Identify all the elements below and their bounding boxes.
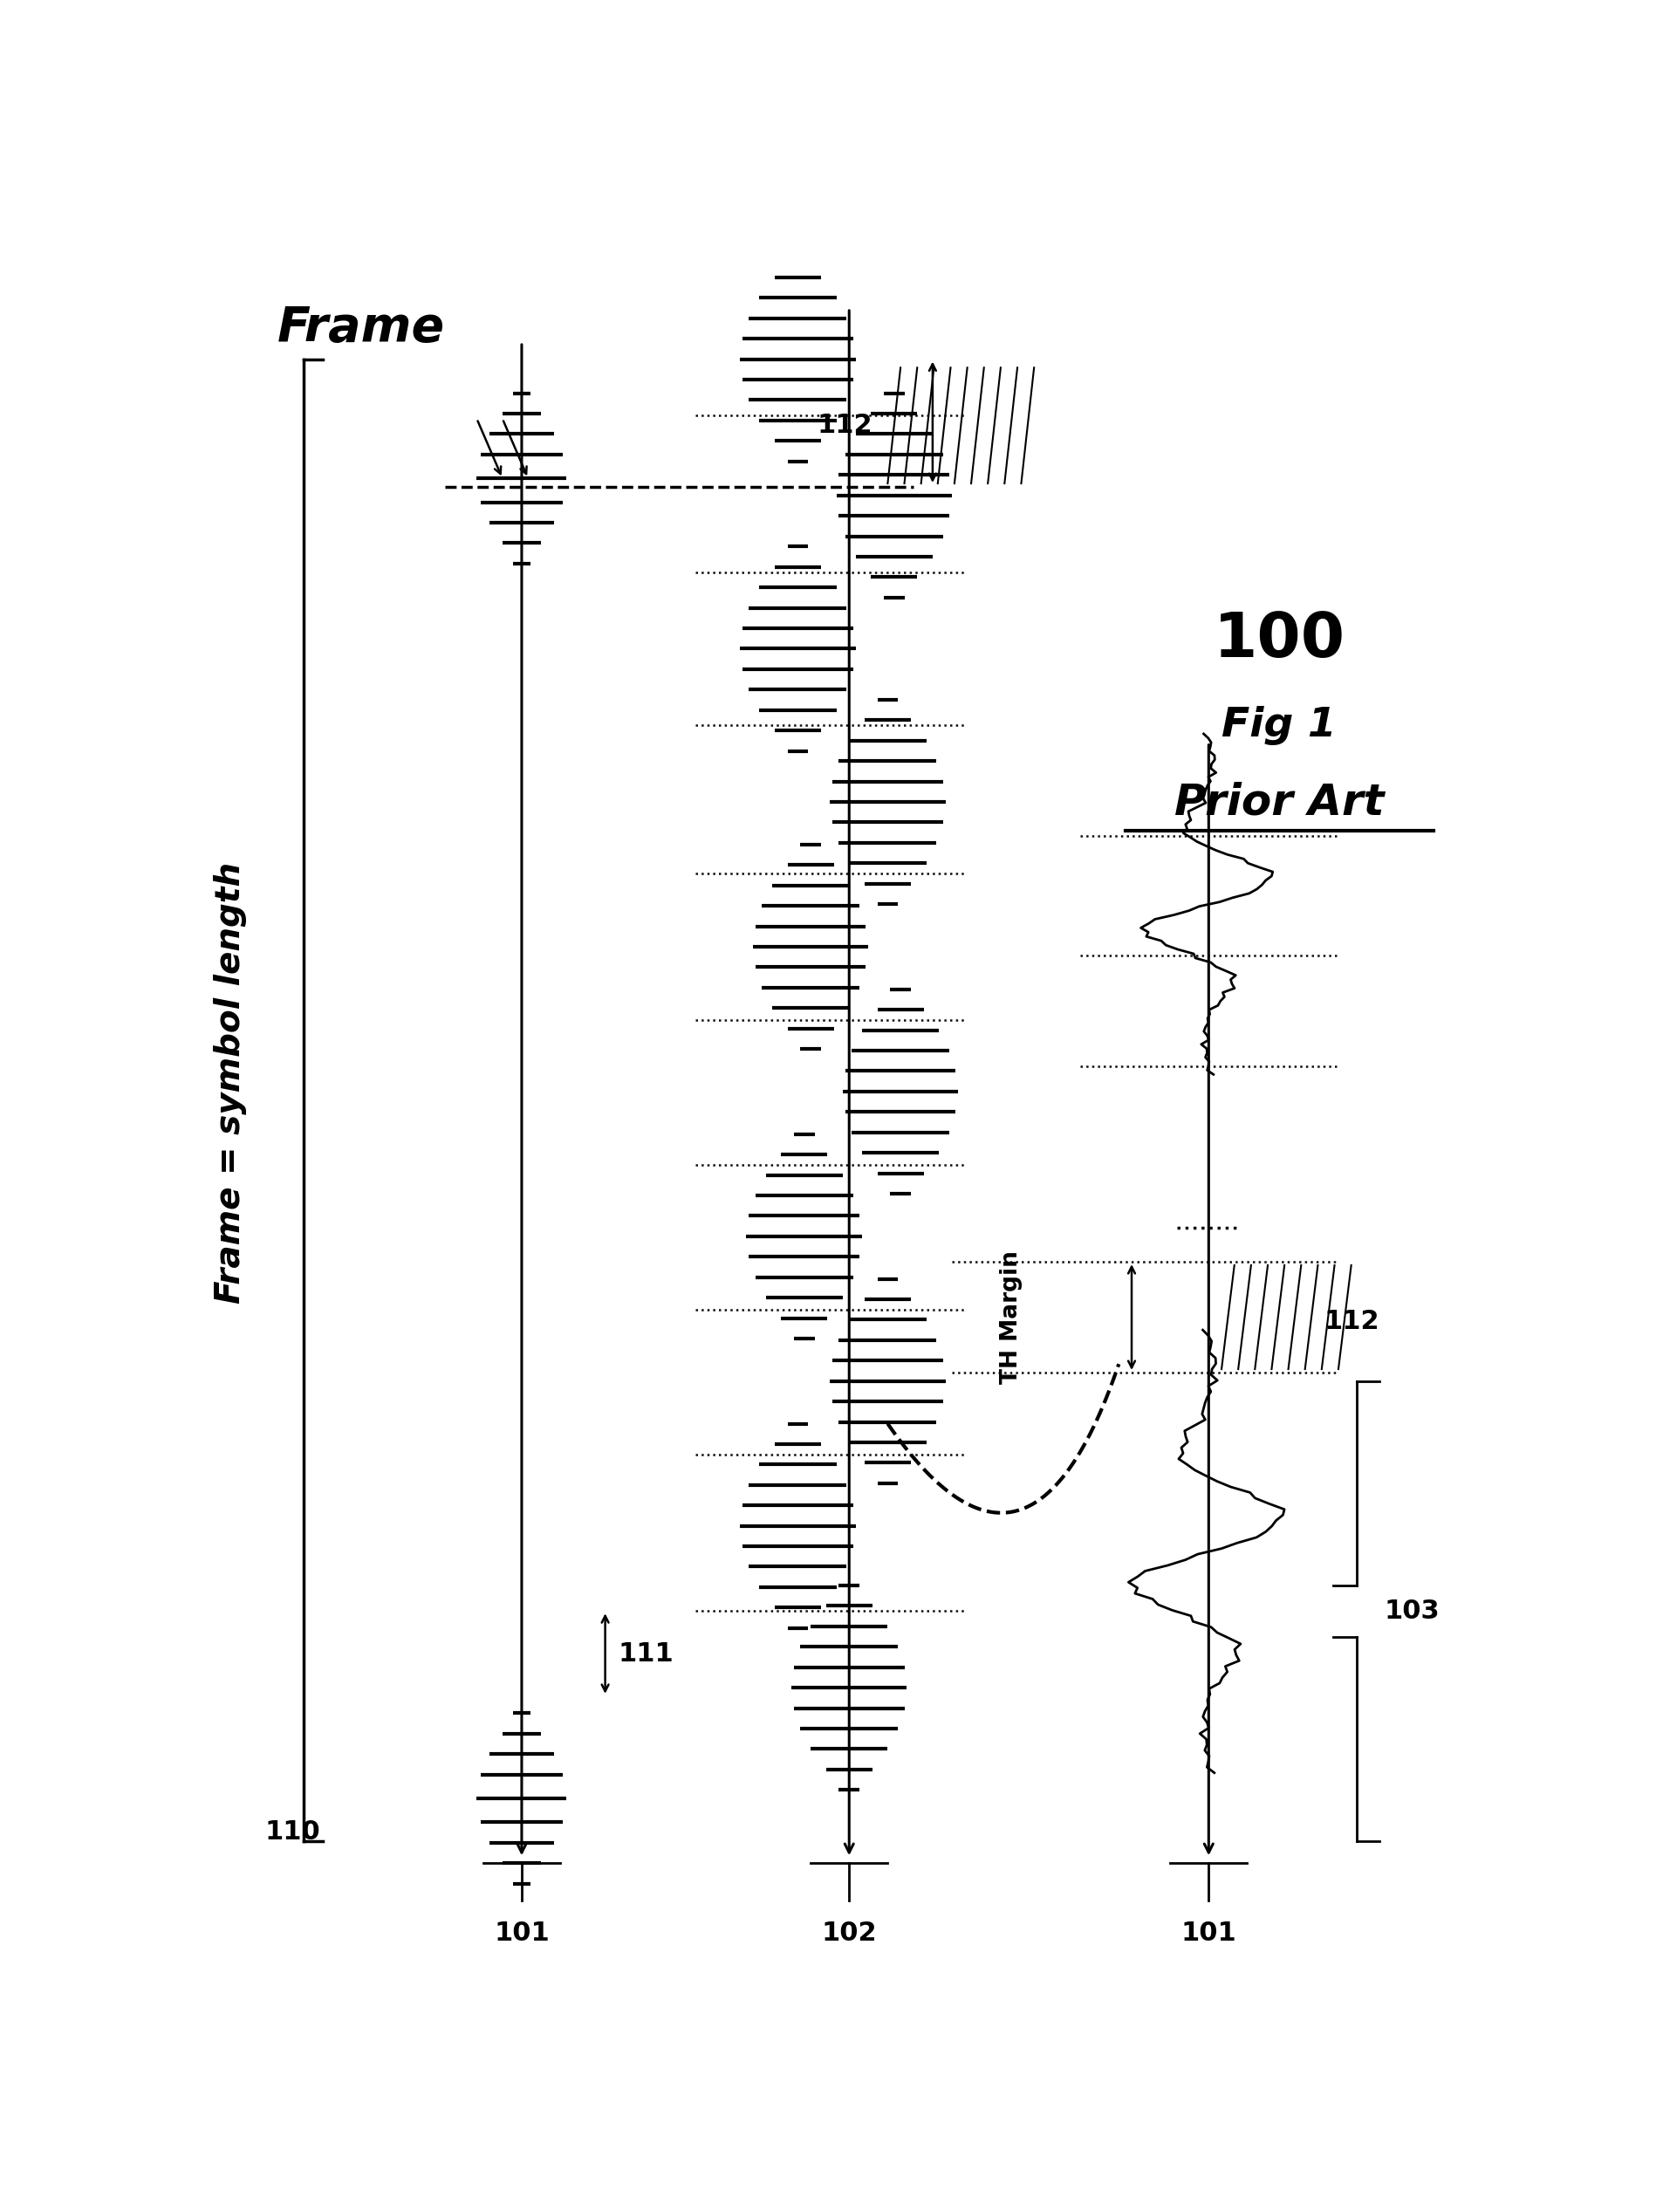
Text: 100: 100 xyxy=(1212,611,1345,670)
Text: Prior Art: Prior Art xyxy=(1174,781,1383,823)
Text: Frame: Frame xyxy=(278,305,445,352)
Text: 111: 111 xyxy=(618,1641,674,1666)
Text: 103: 103 xyxy=(1384,1599,1439,1624)
Text: Fig 1: Fig 1 xyxy=(1220,706,1336,745)
Text: 112: 112 xyxy=(1323,1310,1379,1334)
Text: 101: 101 xyxy=(493,1920,550,1947)
Text: 102: 102 xyxy=(821,1920,876,1947)
Text: TH Margin: TH Margin xyxy=(999,1250,1022,1385)
Text: 110: 110 xyxy=(265,1820,320,1845)
Text: Frame = symbol length: Frame = symbol length xyxy=(214,863,247,1303)
Text: 112: 112 xyxy=(816,414,873,438)
Text: 101: 101 xyxy=(1181,1920,1235,1947)
